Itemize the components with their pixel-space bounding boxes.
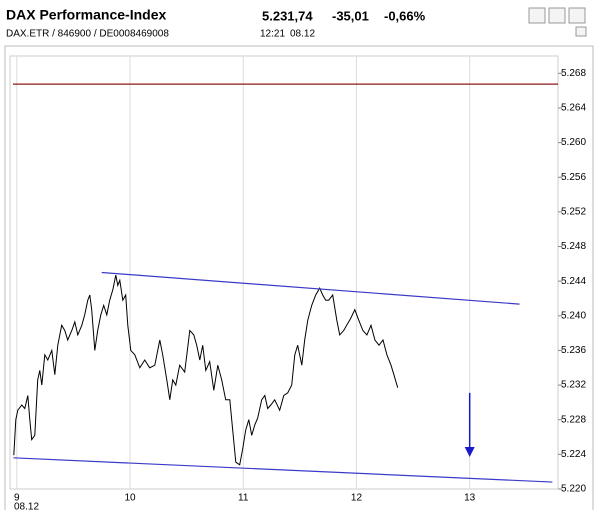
change-pct: -0,66% [384,8,426,23]
y-tick-label: 5.232 [561,380,586,391]
button[interactable] [528,7,546,24]
identifiers: DAX.ETR / 846900 / DE0008469008 [6,29,169,40]
y-tick-label: 5.248 [561,241,586,252]
y-tick-label: 5.224 [561,449,586,460]
y-tick-label: 5.256 [561,172,586,183]
change: -35,01 [332,8,369,23]
y-tick-label: 5.244 [561,276,586,287]
price: 5.231,74 [262,8,313,23]
x-tick-label: 13 [464,493,476,504]
panel-frame [4,45,594,510]
x-tick-label: 11 [238,493,249,504]
toolbar [528,7,587,37]
plot-frame [9,55,559,490]
x-tick-label: 9 [14,493,20,504]
trend-line [13,457,553,483]
y-tick-label: 5.228 [561,414,586,425]
y-tick-label: 5.252 [561,207,586,218]
chart-title: DAX Performance-Index [6,7,166,23]
y-tick-label: 5.264 [561,103,586,114]
y-tick-label: 5.240 [561,310,586,321]
y-tick-label: 5.220 [561,484,586,495]
y-tick-label: 5.260 [561,137,586,148]
x-tick-label: 12 [351,493,363,504]
time: 12:21 [260,29,285,40]
button[interactable] [548,7,566,24]
y-tick-label: 5.268 [561,68,586,79]
arrow-head [464,446,475,457]
button[interactable] [575,26,587,37]
x-tick-label: 10 [124,493,136,504]
price-line [13,275,399,466]
date: 08.12 [290,29,315,40]
x-date-label: 08.12 [14,502,39,510]
y-tick-label: 5.236 [561,345,586,356]
trend-line [101,271,520,305]
button[interactable] [568,7,586,24]
